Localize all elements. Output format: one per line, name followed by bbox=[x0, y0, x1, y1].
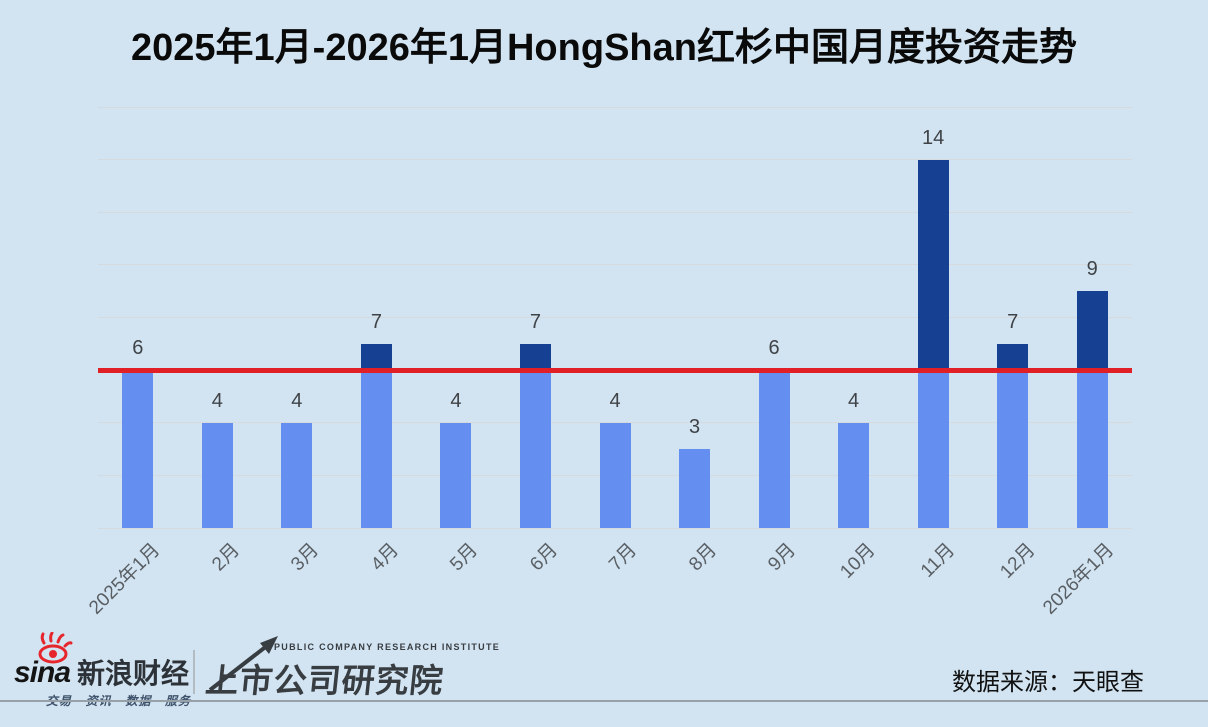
plot-area: 6 2025年1月 4 2月 4 3月 7 4月 4 5月 7 6月 4 7月 3 8月 6 9月 4 10月 14 11… bbox=[85, 106, 1132, 619]
research-institute-logo: PUBLIC COMPANY RESEARCH INSTITUTE 上市公司研究… bbox=[203, 636, 501, 702]
bar-above-reference bbox=[997, 343, 1029, 371]
bar bbox=[997, 343, 1029, 528]
bar-value-label: 4 bbox=[609, 389, 621, 412]
sina-finance-logo: sina 新浪财经 交易 · 资讯 · 数据 · 服务 bbox=[14, 631, 200, 708]
x-tick-label: 10月 bbox=[836, 539, 880, 583]
chart-title: 2025年1月-2026年1月HongShan红杉中国月度投资走势 bbox=[131, 27, 1077, 69]
x-tick-label: 12月 bbox=[995, 539, 1040, 583]
bar bbox=[360, 343, 392, 528]
bar bbox=[838, 422, 870, 528]
institute-name-en: PUBLIC COMPANY RESEARCH INSTITUTE bbox=[274, 642, 501, 652]
x-tick-label: 11月 bbox=[917, 539, 960, 582]
sina-finance-name: 新浪财经 bbox=[77, 658, 190, 689]
bar-value-label: 4 bbox=[450, 389, 462, 412]
bar bbox=[201, 422, 233, 528]
reference-line bbox=[98, 367, 1132, 373]
institute-name-zh: 上市公司研究院 bbox=[203, 662, 446, 699]
bar bbox=[599, 422, 631, 528]
bar-value-label: 4 bbox=[291, 389, 303, 412]
gridline bbox=[98, 264, 1132, 266]
bar-value-label: 9 bbox=[1086, 258, 1098, 281]
x-tick-label: 2026年1月 bbox=[1039, 539, 1119, 619]
bar-value-label: 3 bbox=[688, 416, 701, 439]
gridline bbox=[98, 159, 1132, 161]
bar-value-label: 4 bbox=[848, 389, 860, 412]
bar-above-reference bbox=[1076, 291, 1108, 371]
bar-above-reference bbox=[360, 343, 392, 371]
x-tick-label: 6月 bbox=[526, 539, 562, 576]
bar-value-label: 6 bbox=[132, 337, 144, 360]
data-source-label: 数据来源：天眼查 bbox=[952, 669, 1144, 696]
x-tick-label: 2025年1月 bbox=[85, 539, 165, 619]
x-tick-label: 5月 bbox=[446, 539, 483, 576]
bar-value-label: 7 bbox=[1007, 310, 1019, 333]
bar-value-label: 7 bbox=[529, 310, 542, 333]
gridline bbox=[98, 211, 1132, 213]
gridline bbox=[98, 317, 1132, 318]
x-tick-label: 2月 bbox=[207, 539, 244, 576]
x-tick-label: 3月 bbox=[287, 539, 324, 576]
sina-brand-text: sina bbox=[14, 656, 71, 689]
sina-eye-icon bbox=[34, 631, 74, 669]
bar-value-label: 7 bbox=[370, 310, 382, 333]
footer-divider bbox=[193, 650, 195, 694]
gridline bbox=[98, 106, 1132, 108]
bar bbox=[440, 422, 472, 528]
bar-value-label: 6 bbox=[768, 337, 780, 360]
bar-value-label: 14 bbox=[922, 126, 945, 149]
bar bbox=[281, 422, 313, 528]
x-tick-label: 9月 bbox=[764, 539, 801, 576]
footer-bottom-rule bbox=[0, 700, 1208, 702]
bar-value-label: 4 bbox=[211, 389, 223, 412]
bar bbox=[122, 370, 154, 528]
bar bbox=[519, 343, 551, 528]
x-tick-label: 7月 bbox=[605, 539, 642, 576]
bar-above-reference bbox=[519, 343, 551, 371]
gridline bbox=[98, 527, 1132, 529]
x-tick-label: 4月 bbox=[366, 539, 403, 576]
x-tick-label: 8月 bbox=[685, 539, 721, 576]
bar bbox=[758, 370, 790, 528]
bar bbox=[679, 449, 711, 528]
bar-above-reference bbox=[917, 159, 949, 371]
